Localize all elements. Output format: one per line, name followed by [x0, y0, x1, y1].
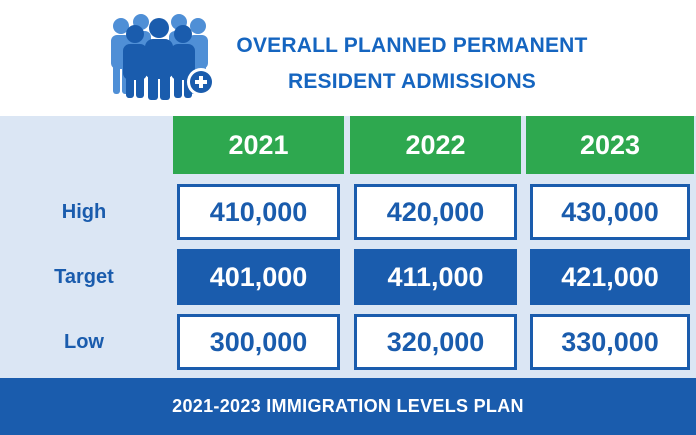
cell-low-2021: 300,000 [177, 314, 340, 370]
row-label-high: High [61, 200, 107, 223]
title-line-2: RESIDENT ADMISSIONS [287, 70, 537, 93]
column-header-2023: 2023 [526, 116, 694, 174]
column-header-2022: 2022 [350, 116, 521, 174]
cell-high-2023: 430,000 [530, 184, 690, 240]
cell-high-2021: 410,000 [177, 184, 340, 240]
cell-target-2022: 411,000 [354, 249, 517, 305]
row-label-target: Target [54, 265, 114, 288]
footer-banner: 2021-2023 IMMIGRATION LEVELS PLAN [0, 378, 696, 435]
cell-low-2022: 320,000 [354, 314, 517, 370]
chart-title: OVERALL PLANNED PERMANENT RESIDENT ADMIS… [226, 28, 598, 100]
cell-high-2022: 420,000 [354, 184, 517, 240]
cell-target-2023: 421,000 [530, 249, 690, 305]
levels-table: High Target Low 2021 2022 2023 410,000 4… [0, 116, 696, 378]
row-label-low: Low [64, 330, 104, 353]
header: OVERALL PLANNED PERMANENT RESIDENT ADMIS… [0, 0, 696, 116]
cell-low-2023: 330,000 [530, 314, 690, 370]
people-group-plus-icon [103, 14, 221, 100]
title-line-1: OVERALL PLANNED PERMANENT [236, 34, 588, 57]
column-header-2021: 2021 [173, 116, 344, 174]
cell-target-2021: 401,000 [177, 249, 340, 305]
row-labels: High Target Low [0, 116, 168, 378]
